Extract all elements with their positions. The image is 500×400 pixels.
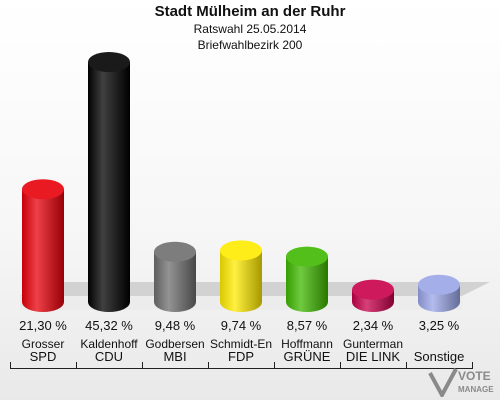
- bar-body: [154, 251, 196, 312]
- bar-top: [88, 52, 130, 72]
- party-label: MBI: [163, 349, 187, 364]
- bar-top: [352, 279, 394, 300]
- bar-body: [22, 189, 64, 312]
- bar-mbi: [154, 241, 196, 312]
- candidate-label: Kaldenhoff: [80, 337, 138, 351]
- bar-cdu: [88, 52, 130, 312]
- value-label: 45,32 %: [85, 318, 133, 333]
- party-label: SPD: [29, 349, 57, 364]
- candidate-label: Grosser: [21, 337, 65, 351]
- value-label: 21,30 %: [19, 318, 67, 333]
- bar-spd: [22, 179, 64, 312]
- axis-tick: [76, 362, 77, 369]
- axis-tick: [406, 362, 407, 369]
- logo-text-vote: VOTE: [458, 369, 491, 383]
- bar-gr-ne: [286, 246, 328, 312]
- axis-baseline: [10, 368, 472, 369]
- value-label: 2,34 %: [352, 318, 394, 333]
- chart-subtitle: Ratswahl 25.05.2014: [193, 22, 307, 36]
- party-label: CDU: [94, 349, 124, 364]
- bar-die-link: [352, 279, 394, 312]
- axis-tick: [274, 362, 275, 369]
- bar-fdp: [220, 240, 262, 312]
- vote-manager-logo: VOTE MANAGER: [428, 368, 494, 397]
- value-label: 8,57 %: [286, 318, 328, 333]
- value-label: 9,48 %: [154, 318, 196, 333]
- axis-tick: [472, 362, 473, 369]
- bar-top: [418, 274, 460, 295]
- bar-top: [154, 241, 196, 262]
- bar-sonstige: [418, 274, 460, 312]
- chart-district: Briefwahlbezirk 200: [197, 38, 303, 52]
- bar-chart: [20, 52, 490, 312]
- checkmark-icon: [428, 368, 458, 397]
- party-label: DIE LINK: [345, 349, 401, 364]
- candidate-label: Gunterman: [342, 337, 404, 351]
- axis-tick: [142, 362, 143, 369]
- bar-body: [286, 256, 328, 312]
- party-label: GRÜNE: [283, 349, 331, 364]
- axis-tick: [340, 362, 341, 369]
- axis-tick: [10, 362, 11, 369]
- candidate-label: Godbersen: [145, 337, 205, 351]
- value-label: 9,74 %: [220, 318, 262, 333]
- logo-text-manager: MANAGER: [458, 385, 494, 394]
- bar-body: [220, 250, 262, 312]
- candidate-label: Schmidt-En: [209, 337, 273, 351]
- value-label: 3,25 %: [418, 318, 460, 333]
- bar-top: [22, 179, 64, 200]
- bar-top: [286, 246, 328, 267]
- bar-body: [88, 62, 130, 312]
- candidate-label: Hoffmann: [281, 337, 333, 351]
- chart-title: Stadt Mülheim an der Ruhr: [154, 3, 346, 20]
- bar-top: [220, 240, 262, 261]
- party-label: FDP: [228, 349, 254, 364]
- axis-tick: [208, 362, 209, 369]
- party-label: Sonstige: [413, 349, 465, 364]
